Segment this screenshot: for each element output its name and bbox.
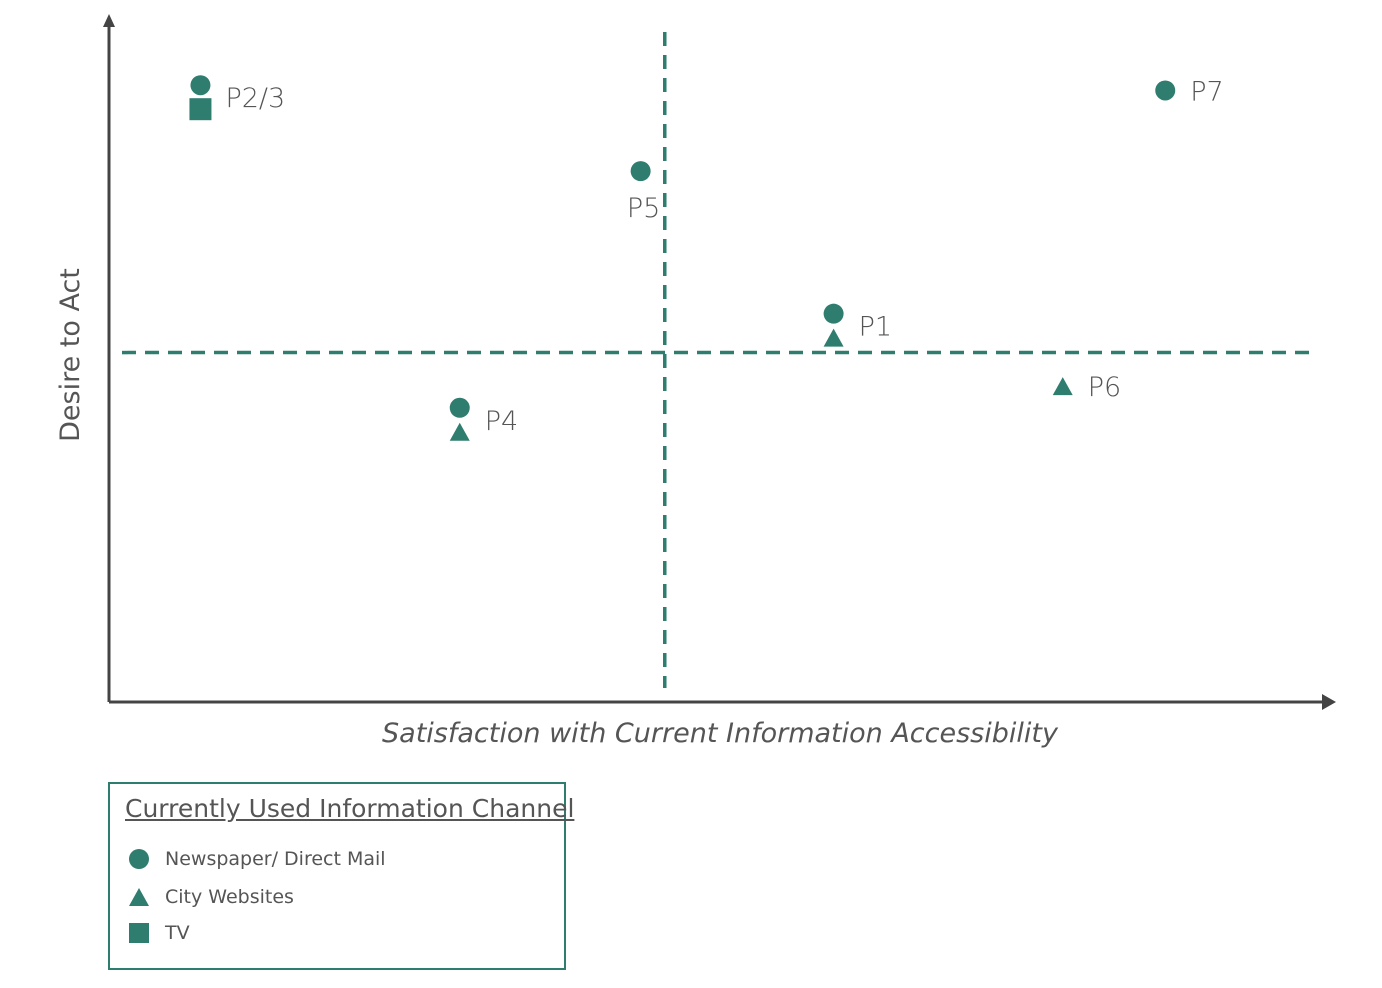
data-point-p2-3: P2/3 [189,75,285,121]
x-axis-title: Satisfaction with Current Information Ac… [382,718,1059,749]
data-point-p4: P4 [449,397,518,441]
square-marker [189,98,212,121]
data-point-p6: P6 [1052,372,1121,403]
data-points: P2/3 P5 P7 P1 P6 P4 [189,75,1224,441]
y-axis-arrow [103,14,115,27]
y-axis-title: Desire to Act [55,268,86,442]
triangle-marker [449,422,470,441]
point-label: P7 [1190,76,1223,107]
point-label: P6 [1088,372,1121,403]
circle-icon [128,848,150,870]
circle-marker [190,75,211,96]
legend: Currently Used Information Channel Newsp… [108,782,574,970]
legend-title: Currently Used Information Channel [125,794,575,823]
chart: P2/3 P5 P7 P1 P6 P4 Satisfaction with Current… [55,14,1336,749]
legend-item-tv: TV [128,920,190,946]
legend-label: TV [165,922,190,944]
square-icon [128,922,150,944]
legend-label: Newspaper/ Direct Mail [165,848,386,870]
triangle-marker [823,328,844,347]
data-point-p5: P5 [627,161,660,224]
data-point-p1: P1 [823,303,892,347]
data-point-p7: P7 [1155,76,1224,107]
x-axis-arrow [1322,694,1336,710]
legend-item-newspaper: Newspaper/ Direct Mail [128,846,386,872]
axes [103,14,1336,710]
point-label: P1 [859,312,892,343]
circle-marker [823,303,844,324]
triangle-icon [128,886,150,908]
triangle-marker [1052,377,1073,396]
legend-label: City Websites [165,886,294,908]
circle-marker [449,397,470,418]
circle-marker [1155,80,1176,101]
point-label: P2/3 [225,83,285,114]
point-label: P5 [627,193,660,224]
point-label: P4 [485,406,518,437]
quadrant-guides [122,32,1316,688]
circle-marker [630,161,651,182]
legend-item-city-websites: City Websites [128,884,294,910]
